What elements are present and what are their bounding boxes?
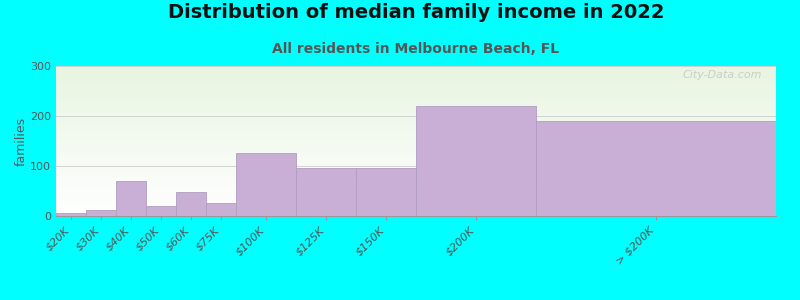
- Bar: [356, 167, 416, 216]
- Bar: [86, 209, 116, 216]
- Y-axis label: families: families: [14, 116, 27, 166]
- Bar: [56, 212, 86, 216]
- Bar: [296, 167, 356, 216]
- Bar: [236, 152, 296, 216]
- Bar: [536, 121, 776, 216]
- Bar: [206, 202, 236, 216]
- Bar: [416, 106, 536, 216]
- Text: Distribution of median family income in 2022: Distribution of median family income in …: [168, 3, 664, 22]
- Text: All residents in Melbourne Beach, FL: All residents in Melbourne Beach, FL: [273, 42, 559, 56]
- Text: City-Data.com: City-Data.com: [682, 70, 762, 80]
- Bar: [116, 181, 146, 216]
- Bar: [176, 192, 206, 216]
- Bar: [146, 206, 176, 216]
